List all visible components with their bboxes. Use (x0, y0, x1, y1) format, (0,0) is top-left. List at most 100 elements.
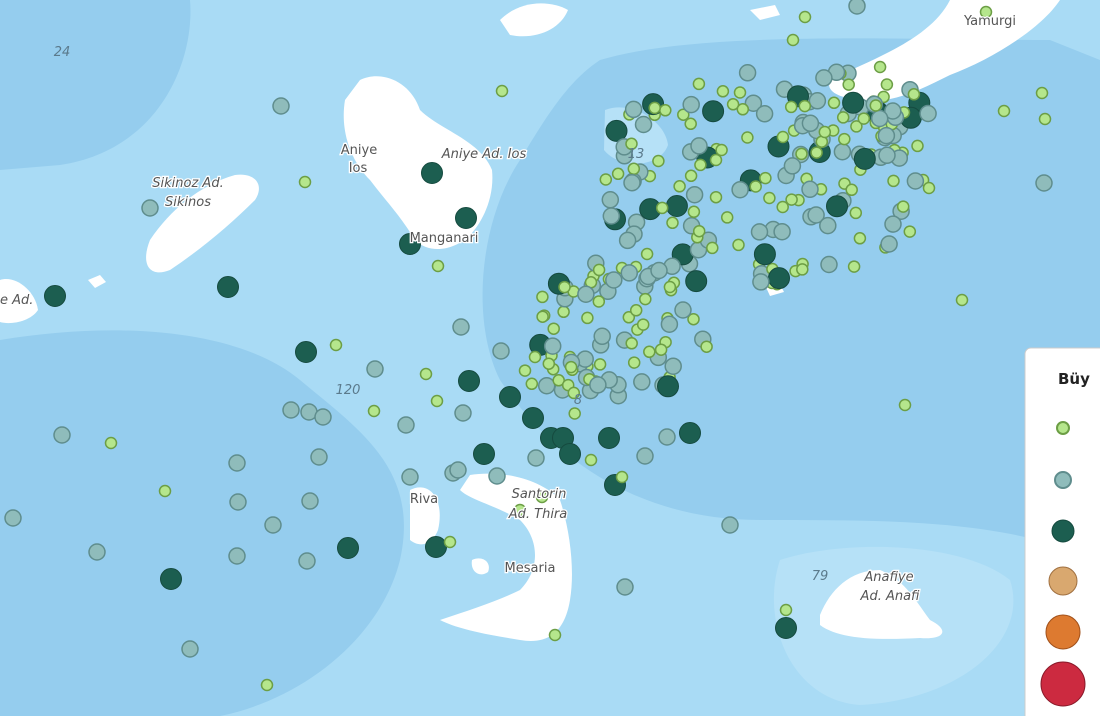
earthquake-marker (452, 318, 470, 336)
earthquake-marker (887, 174, 900, 188)
earthquake-marker (850, 120, 863, 133)
earthquake-marker (229, 493, 247, 511)
earthquake-marker (160, 568, 182, 590)
earthquake-marker (685, 185, 704, 204)
earthquake-marker (692, 77, 706, 91)
earthquake-marker (750, 223, 769, 241)
deep-sea (0, 330, 404, 716)
earthquake-marker (820, 255, 838, 274)
earthquake-marker (564, 360, 578, 374)
earthquake-marker (898, 398, 912, 412)
earthquake-marker (763, 191, 776, 205)
earthquake-marker (228, 454, 246, 472)
earthquake-marker (639, 292, 652, 306)
earthquake-marker (842, 91, 865, 114)
earthquake-marker (592, 263, 606, 277)
earthquake-marker (884, 215, 902, 233)
earthquake-marker (749, 180, 762, 193)
earthquake-marker (833, 142, 852, 161)
earthquake-marker (658, 428, 676, 446)
earthquake-marker (577, 285, 595, 303)
place-label: Ad. Anafi (860, 589, 921, 604)
earthquake-marker (836, 111, 850, 124)
earthquake-marker (329, 338, 343, 352)
earthquake-marker (877, 126, 896, 145)
earthquake-marker (741, 131, 754, 144)
earthquake-marker (367, 404, 381, 418)
earthquake-marker (618, 231, 637, 250)
earthquake-marker (776, 130, 790, 144)
earthquake-marker (873, 60, 887, 74)
earthquake-marker (853, 147, 876, 170)
earthquake-marker (715, 143, 728, 157)
earthquake-marker (783, 157, 802, 175)
earthquake-marker (679, 422, 701, 444)
earthquake-marker (922, 181, 936, 195)
place-label: Manganari (410, 231, 479, 246)
earthquake-marker (738, 64, 757, 82)
earthquake-marker (421, 162, 443, 184)
legend-marker (1054, 471, 1072, 489)
earthquake-marker (784, 100, 798, 114)
legend-marker (1048, 566, 1078, 596)
earthquake-marker (104, 436, 118, 450)
earthquake-marker (535, 490, 549, 504)
earthquake-marker (755, 105, 774, 123)
place-label: Anafiye (863, 570, 913, 585)
earthquake-marker (623, 173, 641, 192)
earthquake-marker (298, 552, 316, 570)
island (0, 279, 38, 324)
earthquake-marker (979, 5, 993, 19)
earthquake-marker (499, 386, 521, 408)
earthquake-marker (827, 96, 841, 110)
earthquake-marker (798, 10, 812, 24)
earthquake-marker (906, 172, 925, 190)
earthquake-marker (801, 114, 820, 133)
earthquake-marker (1038, 112, 1052, 126)
labels: Aniye Ios Aniye Ad. Ios Sikinoz Ad. Sikinos M… (0, 13, 1017, 606)
earthquake-marker (694, 158, 707, 172)
earthquake-markers (4, 0, 1053, 692)
earthquake-marker (537, 376, 556, 395)
earthquake-marker (657, 375, 679, 398)
legend-marker (1040, 661, 1086, 707)
earthquake-marker (298, 175, 312, 189)
earthquake-marker (430, 394, 444, 408)
earthquake-marker (495, 84, 509, 98)
earthquake-marker (542, 357, 556, 370)
earthquake-marker (736, 103, 750, 116)
earthquake-marker (819, 216, 837, 235)
earthquake-marker (810, 146, 823, 159)
legend-marker (1051, 519, 1075, 543)
earthquake-marker (655, 201, 669, 215)
earthquake-marker (458, 370, 480, 392)
earthquake-marker (773, 222, 791, 241)
earthquake-marker (849, 206, 863, 220)
earthquake-marker (599, 173, 613, 186)
island (471, 558, 489, 575)
earthquake-marker (654, 343, 668, 356)
earthquake-marker (589, 376, 607, 394)
earthquake-marker (700, 340, 713, 353)
earthquake-marker (53, 426, 71, 444)
earthquake-marker (907, 88, 921, 101)
earthquake-marker (314, 408, 332, 426)
earthquake-marker (584, 453, 598, 467)
earthquake-marker (548, 628, 562, 642)
earthquake-marker (518, 364, 532, 377)
earthquake-marker (399, 233, 421, 255)
earthquake-marker (801, 180, 819, 199)
earthquake-marker (1035, 86, 1049, 100)
earthquake-marker (660, 315, 679, 333)
earthquake-marker (473, 443, 495, 465)
earthquake-marker (449, 461, 467, 479)
earthquake-marker (709, 153, 723, 167)
depth-label: 8 (574, 393, 582, 408)
earthquake-marker (848, 0, 866, 15)
island (750, 5, 780, 20)
earthquake-marker (88, 543, 106, 561)
earthquake-marker (1035, 174, 1053, 192)
earthquake-marker (663, 280, 677, 294)
